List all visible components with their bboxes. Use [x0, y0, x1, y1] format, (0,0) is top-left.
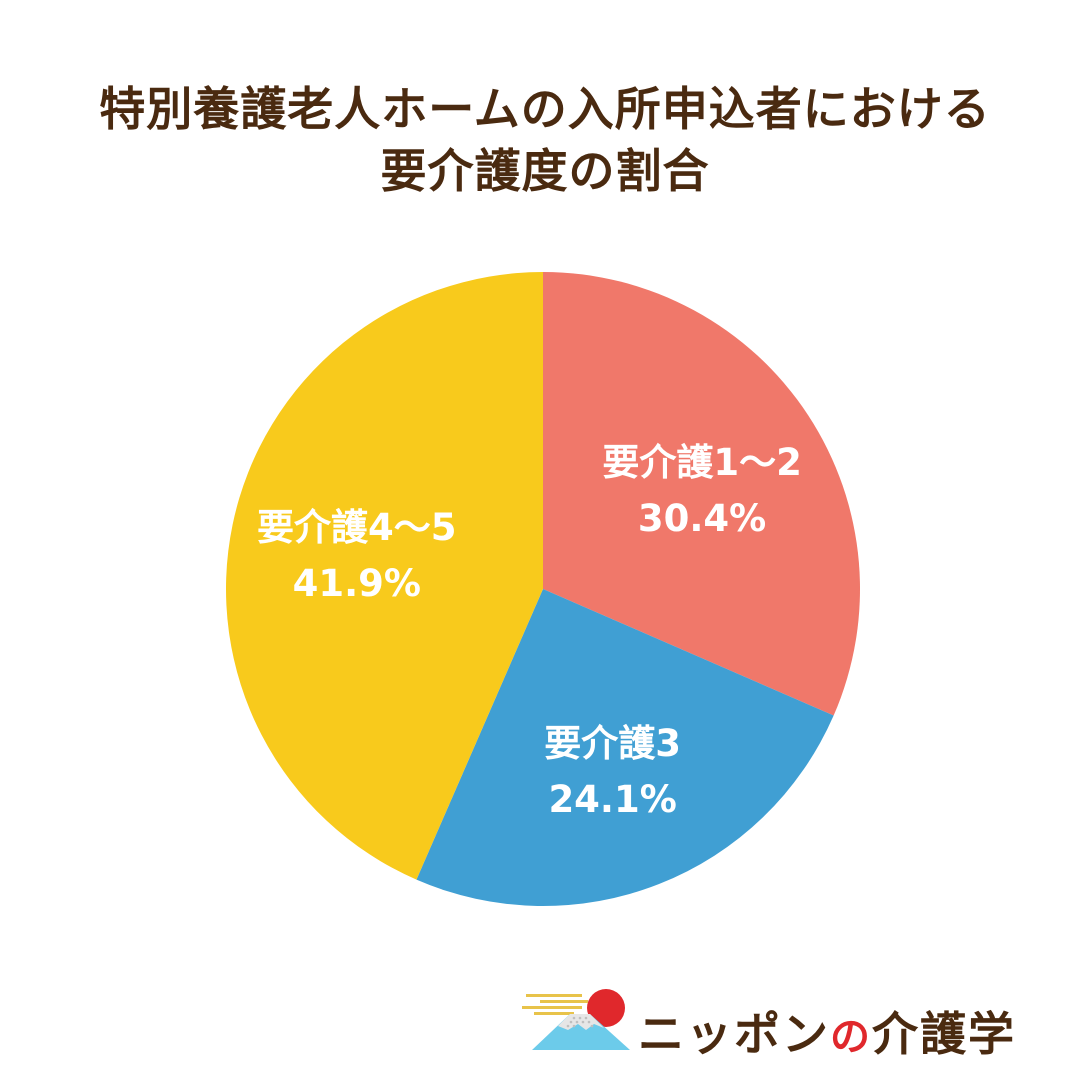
mount-fuji-sun-icon: [522, 989, 630, 1050]
slice-category-label-2: 要介護3: [544, 722, 681, 765]
chart-title-line2: 要介護度の割合: [380, 144, 710, 198]
chart-title: 特別養護老人ホームの入所申込者における 要介護度の割合: [0, 78, 1090, 202]
site-logo[interactable]: ニッポンの介護学: [520, 984, 1080, 1064]
pie-slice-2: [416, 589, 834, 906]
logo-text-part2: の: [830, 1014, 872, 1060]
slice-category-label-3: 要介護4～5: [257, 506, 457, 549]
chart-title-line1: 特別養護老人ホームの入所申込者における: [99, 82, 991, 136]
slice-value-label-3: 41.9%: [293, 562, 421, 605]
logo-text-part1: ニッポン: [638, 1007, 830, 1061]
slice-value-label-1: 30.4%: [638, 497, 766, 540]
pie-slice-1: [543, 272, 860, 716]
slice-value-label-2: 24.1%: [548, 778, 676, 821]
logo-text-part3: 介護学: [872, 1007, 1016, 1061]
slice-category-label-1: 要介護1～2: [602, 441, 802, 484]
logo-wordmark: ニッポンの介護学: [638, 998, 1016, 1064]
pie-slice-3: [225, 272, 543, 880]
